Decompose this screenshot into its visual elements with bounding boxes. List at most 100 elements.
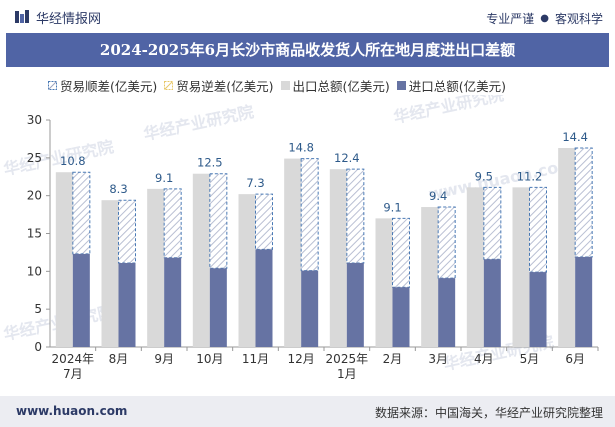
tagline-professional: 专业严谨 [486,12,535,26]
import-bar [164,257,182,347]
x-tick-label-line: 2025年 [326,352,369,366]
x-tick-label-line: 2月 [383,352,403,366]
tagline: 专业严谨 ● 客观科学 [486,10,603,27]
watermark-text: www.huaon.com [427,154,576,203]
legend-label-deficit: 贸易逆差(亿美元) [176,78,274,94]
export-bar [466,187,484,347]
footer-source: 数据来源：中国海关，华经产业研究院整理 [374,406,603,420]
export-bar [284,158,302,347]
export-bar [101,200,119,347]
legend-item-deficit: 贸易逆差(亿美元) [164,76,274,95]
surplus-bar [437,206,456,279]
surplus-bar [72,171,91,255]
footer-website: www.huaon.com [16,404,128,418]
import-bar [72,253,90,347]
surplus-bar [209,173,228,269]
x-tick-label-line: 5月 [520,352,540,366]
x-tick-label: 2024年 7月 [52,352,95,381]
import-bar [346,263,364,347]
x-tick-label-line: 9月 [154,352,174,366]
surplus-bar [483,186,502,260]
watermark-text: 华经产业研究院 [392,95,506,127]
export-bar [512,187,530,347]
export-bar [421,207,439,347]
import-bar [255,249,273,347]
import-bar [392,287,410,347]
tagline-objective: 客观科学 [554,12,603,26]
top-bar: 华经情报网 专业严谨 ● 客观科学 [0,0,615,33]
tagline-separator: ● [540,13,549,24]
chart-plot: 华经产业研究院 华经产业研究院www.huaon.com华经产业研究院华经产业研究… [2,95,599,381]
chart-legend: 贸易顺差(亿美元) 贸易逆差(亿美元) 出口总额(亿美元) 进口总额(亿美元) [48,76,513,94]
import-bar [438,278,456,347]
surplus-bar [163,188,182,259]
surplus-value-label: 14.8 [288,141,314,155]
legend-item-surplus: 贸易顺差(亿美元) [48,76,157,95]
x-tick-label: 6月 [565,352,585,366]
x-tick-label: 11月 [242,352,269,366]
y-tick-label: 15 [27,227,42,241]
surplus-bar [346,168,365,264]
watermark-text: 华经产业研究院 [142,102,256,144]
export-bar [329,169,347,347]
legend-label-export: 出口总额(亿美元) [292,78,390,94]
surplus-bar [118,199,136,264]
surplus-bar [529,186,547,273]
x-tick-label: 10月 [196,352,223,366]
export-bar [558,147,576,347]
x-tick-label-line: 7月 [63,367,83,381]
surplus-bar [392,217,410,288]
surplus-value-label: 9.4 [429,189,447,203]
export-bar [147,188,165,347]
import-bar [483,259,501,347]
x-tick-label: 5月 [520,352,540,366]
surplus-value-label: 12.5 [197,156,223,170]
surplus-value-label: 11.2 [517,169,543,183]
brand: 华经情报网 [14,9,102,27]
footer: www.huaon.com 数据来源：中国海关，华经产业研究院整理 [0,396,615,427]
chart-title: 2024-2025年6月长沙市商品收发货人所在地月度进出口差额 [6,33,609,67]
y-tick-label: 10 [27,264,42,278]
surplus-value-label: 9.1 [155,171,173,185]
legend-label-import: 进口总额(亿美元) [408,78,507,94]
x-tick-label-line: 6月 [565,352,585,366]
export-bar [375,218,393,347]
x-tick-label: 3月 [428,352,448,366]
surplus-bar [574,147,593,258]
export-bar [238,194,256,347]
import-bar [209,268,227,347]
export-bar [192,173,210,347]
x-tick-label: 9月 [154,352,174,366]
x-tick-label: 4月 [474,352,494,366]
y-tick-label: 25 [27,151,42,165]
surplus-value-label: 7.3 [246,176,264,190]
export-bar [55,172,73,347]
legend-item-import: 进口总额(亿美元) [396,76,507,95]
x-tick-label: 8月 [109,352,129,366]
brand-logo-icon [15,10,29,23]
x-tick-label-line: 11月 [242,352,269,366]
import-bar [118,263,136,347]
y-tick-label: 20 [27,189,42,203]
x-tick-label-line: 12月 [288,352,315,366]
x-tick-label-line: 3月 [428,352,448,366]
surplus-value-label: 9.5 [475,169,493,183]
brand-name: 华经情报网 [36,11,102,27]
x-tick-label-line: 1月 [337,367,357,381]
import-bar [575,256,593,347]
legend-item-export: 出口总额(亿美元) [280,76,390,95]
surplus-bar [255,193,273,250]
surplus-value-label: 8.3 [109,182,127,196]
legend-swatch-surplus [48,80,57,90]
surplus-bar [300,158,319,272]
legend-label-surplus: 贸易顺差(亿美元) [60,78,158,94]
y-tick-label: 5 [34,302,42,316]
y-tick-label: 30 [27,113,42,127]
surplus-value-label: 10.8 [60,154,86,168]
x-tick-label: 2月 [383,352,403,366]
x-tick-label: 12月 [288,352,315,366]
surplus-value-label: 9.1 [383,200,401,214]
x-tick-label-line: 4月 [474,352,494,366]
y-tick-label: 0 [34,340,42,354]
import-bar [301,270,319,347]
